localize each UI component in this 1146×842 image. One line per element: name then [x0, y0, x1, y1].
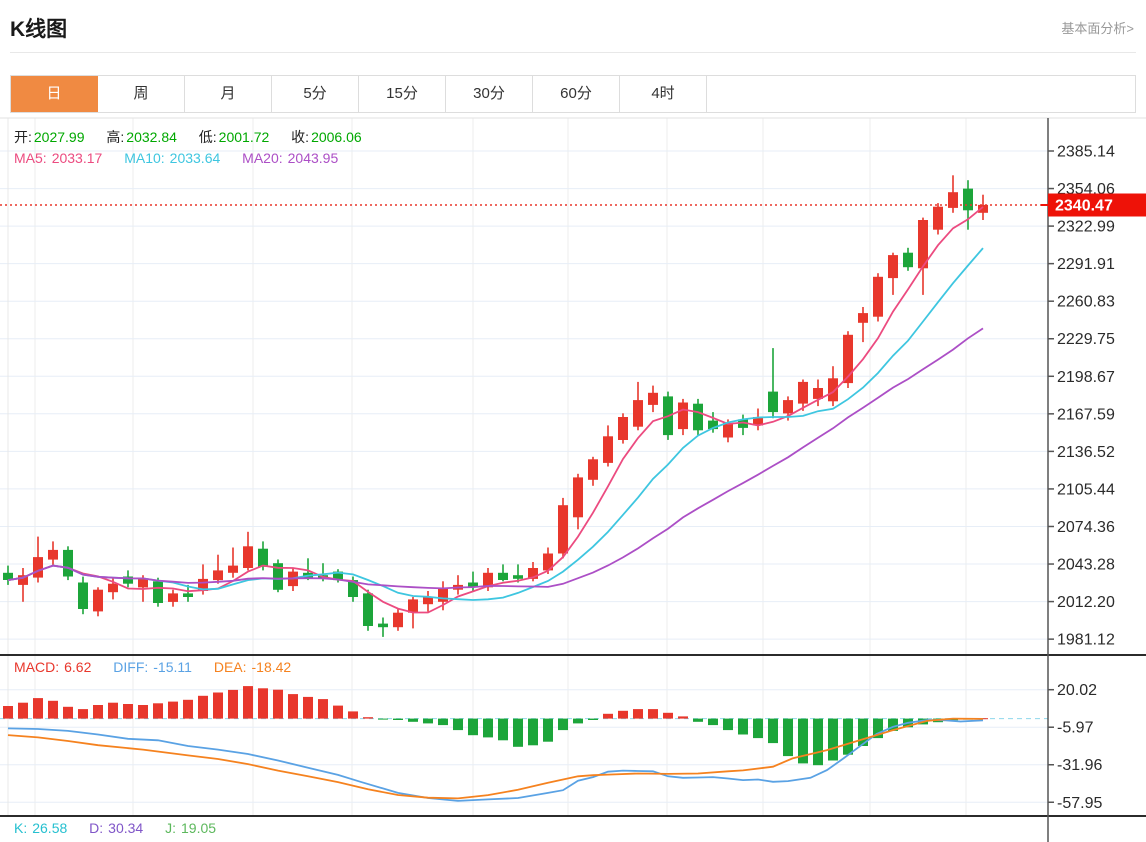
d-value: 30.34 [108, 820, 144, 836]
close-label: 收: [291, 129, 310, 145]
kdj-legend: K: 26.58 D: 30.34 J: 19.05 [14, 820, 234, 836]
open-value: 2027.99 [33, 129, 85, 145]
svg-text:2291.91: 2291.91 [1057, 256, 1115, 273]
macd-label: MACD: [14, 659, 60, 675]
header-divider [10, 52, 1136, 53]
svg-text:1981.12: 1981.12 [1057, 632, 1115, 649]
low-pair: 低: 2001.72 [199, 129, 270, 145]
ma5-value: 2033.17 [51, 150, 103, 166]
svg-text:20.02: 20.02 [1057, 682, 1097, 699]
ma10-value: 2033.64 [169, 150, 221, 166]
high-label: 高: [106, 129, 125, 145]
ma20-value: 2043.95 [287, 150, 339, 166]
page-title: K线图 [10, 18, 68, 41]
svg-text:2322.99: 2322.99 [1057, 219, 1115, 236]
svg-text:-57.95: -57.95 [1057, 795, 1102, 812]
interval-tabbar: 日周月 5分 15分 30分 60分 4时 [10, 75, 1136, 113]
macd-pair: MACD: 6.62 [14, 659, 91, 675]
dea-pair: DEA: -18.42 [214, 659, 291, 675]
svg-text:2136.52: 2136.52 [1057, 444, 1115, 461]
ma20-label: MA20: [242, 150, 283, 166]
tab-60min[interactable]: 60分 [533, 76, 620, 112]
diff-value: -15.11 [153, 659, 192, 675]
tab-5min[interactable]: 5分 [272, 76, 359, 112]
svg-text:2012.20: 2012.20 [1057, 594, 1115, 611]
svg-text:2074.36: 2074.36 [1057, 519, 1115, 536]
close-pair: 收: 2006.06 [291, 129, 362, 145]
dea-label: DEA: [213, 659, 247, 675]
diff-pair: DIFF: -15.11 [113, 659, 192, 675]
k-pair: K: 26.58 [14, 820, 67, 836]
svg-text:2229.75: 2229.75 [1057, 331, 1115, 348]
open-label: 开: [14, 129, 32, 145]
dea-value: -18.42 [251, 659, 292, 675]
tab-week[interactable]: 周 [98, 76, 185, 112]
macd-value: 6.62 [64, 659, 92, 675]
macd-legend: MACD: 6.62 DIFF: -15.11 DEA: -18.42 [14, 659, 309, 675]
high-value: 2032.84 [126, 129, 177, 145]
svg-text:2198.67: 2198.67 [1057, 369, 1115, 386]
k-label: K: [14, 820, 28, 836]
svg-text:2167.59: 2167.59 [1057, 406, 1115, 423]
tab-30min[interactable]: 30分 [446, 76, 533, 112]
tab-month[interactable]: 月 [185, 76, 272, 112]
ma10-pair: MA10: 2033.64 [124, 150, 220, 166]
close-value: 2006.06 [311, 129, 362, 145]
d-label: D: [89, 820, 104, 836]
ma10-label: MA10: [124, 150, 165, 166]
svg-text:-31.96: -31.96 [1057, 757, 1102, 774]
j-pair: J: 19.05 [165, 820, 216, 836]
fundamental-analysis-link[interactable]: 基本面分析> [1061, 21, 1134, 36]
ohlc-legend: 开: 2027.99 高: 2032.84 低: 2001.72 收: 2006.06 [14, 127, 380, 147]
ma-legend: MA5: 2033.17 MA10: 2033.64 MA20: 2043.95 [14, 150, 356, 166]
svg-text:2260.83: 2260.83 [1057, 294, 1115, 311]
svg-text:2385.14: 2385.14 [1057, 144, 1115, 161]
d-pair: D: 30.34 [89, 820, 143, 836]
svg-text:-5.97: -5.97 [1057, 720, 1094, 737]
j-value: 19.05 [181, 820, 217, 836]
diff-label: DIFF: [113, 659, 149, 675]
low-label: 低: [198, 129, 217, 145]
tab-4hour[interactable]: 4时 [620, 76, 707, 112]
tab-day[interactable]: 日 [11, 76, 98, 112]
ma5-label: MA5: [14, 150, 47, 166]
low-value: 2001.72 [218, 129, 270, 145]
ma20-pair: MA20: 2043.95 [242, 150, 338, 166]
high-pair: 高: 2032.84 [106, 129, 177, 145]
svg-text:2340.47: 2340.47 [1055, 198, 1113, 215]
k-value: 26.58 [32, 820, 68, 836]
open-pair: 开: 2027.99 [14, 129, 85, 145]
svg-text:2043.28: 2043.28 [1057, 557, 1115, 574]
ma5-pair: MA5: 2033.17 [14, 150, 102, 166]
svg-text:2105.44: 2105.44 [1057, 481, 1115, 498]
tab-15min[interactable]: 15分 [359, 76, 446, 112]
j-label: J: [165, 820, 176, 836]
